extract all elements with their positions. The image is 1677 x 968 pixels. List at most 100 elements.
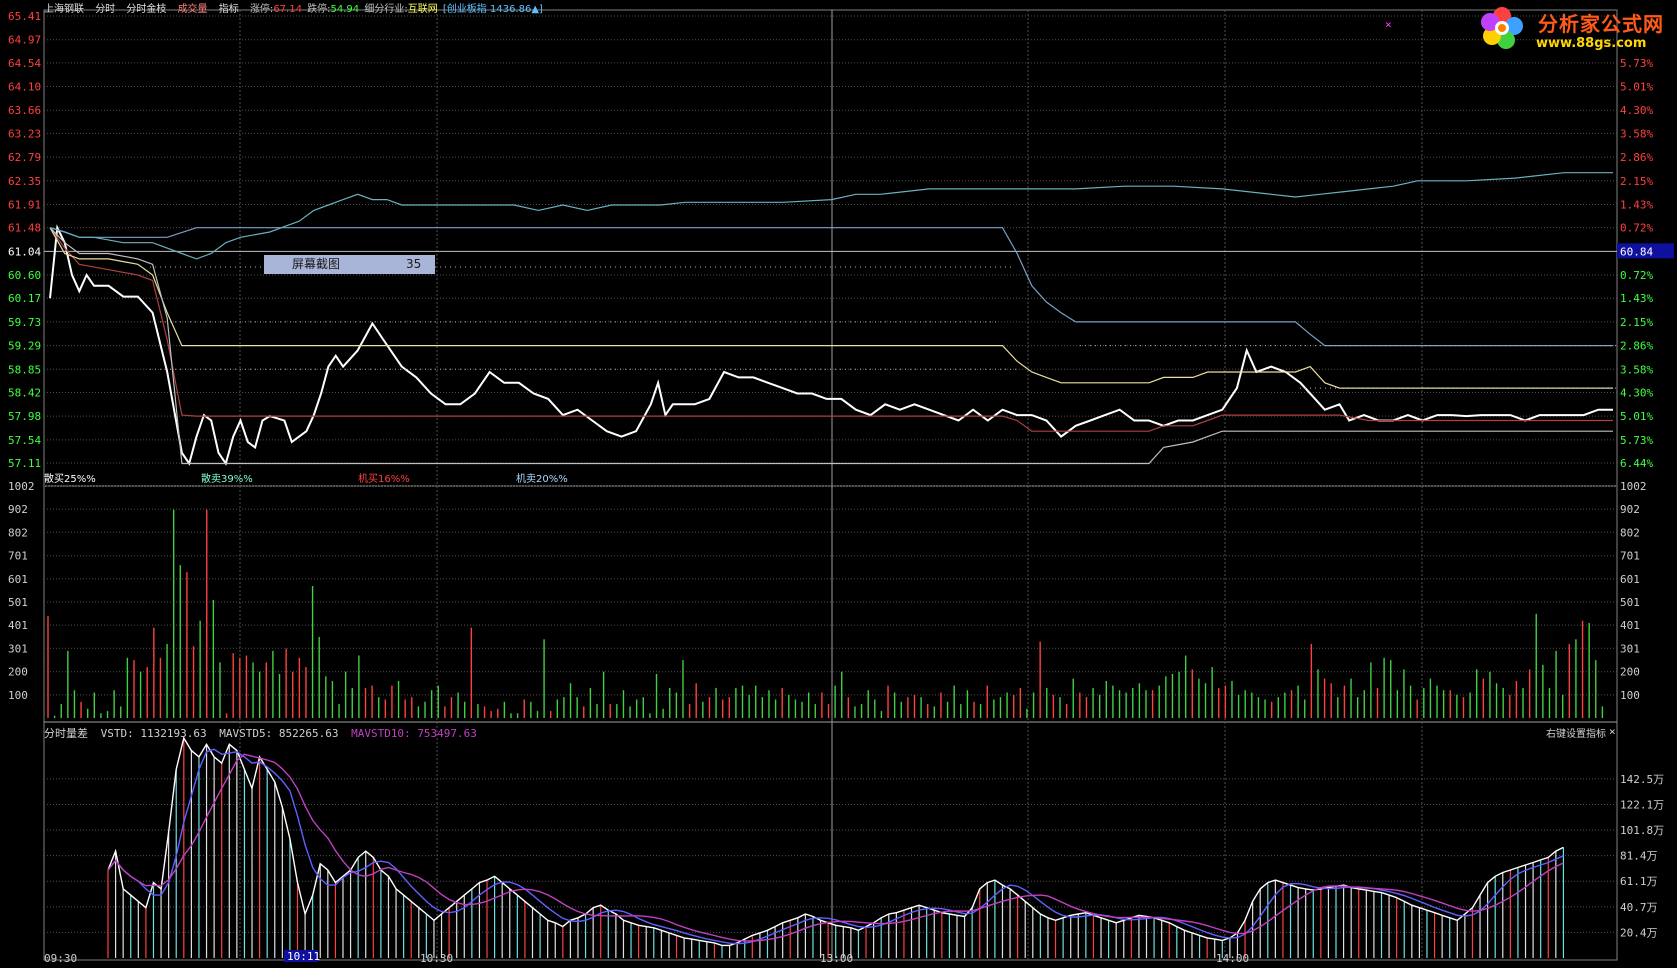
logo-title: 分析家公式网	[1538, 12, 1664, 36]
board-index[interactable]: [创业板指 1436.86▲]	[442, 4, 543, 15]
volume-tick-label: 701	[8, 550, 28, 563]
price-series-line	[49, 224, 1613, 466]
volume-tick-label-right: 802	[1620, 526, 1640, 539]
volume-tick-label: 902	[8, 503, 28, 516]
stock-name[interactable]: 上海钢联	[44, 4, 84, 15]
percent-tick-label: 4.30%	[1620, 104, 1653, 117]
close-icon[interactable]: ×	[1609, 725, 1616, 738]
indicator-mavstd5-value: 852265.63	[278, 727, 339, 740]
price-tick-label: 57.11	[8, 457, 41, 470]
percent-tick-label: 0.72%	[1620, 222, 1653, 235]
industry: 细分行业:互联网	[364, 4, 437, 15]
percent-tick-label: 1.43%	[1620, 198, 1653, 211]
percent-tick-label: 0.72%	[1620, 269, 1653, 282]
volume-tick-label: 401	[8, 619, 28, 632]
legend-retail-buy: 散买25%%	[44, 474, 96, 485]
indicator-mavstd5: MAVSTD5: 852265.63	[219, 727, 339, 740]
time-cursor-box	[284, 950, 318, 962]
percent-tick-label: 6.44%	[1620, 457, 1653, 470]
price-tick-label: 64.97	[8, 34, 41, 47]
percent-tick-label: 5.01%	[1620, 410, 1653, 423]
right-click-tip[interactable]: 右键设置指标	[1546, 729, 1606, 740]
percent-tick-label: 2.86%	[1620, 340, 1653, 353]
marker-icon: ×	[1385, 18, 1392, 31]
price-tick-label: 65.41	[8, 10, 41, 23]
time-cursor-label: 10:11	[287, 950, 320, 963]
indicator-vstd-value: 1132193.63	[140, 727, 207, 740]
percent-tick-label: 4.30%	[1620, 386, 1653, 399]
price-tick-label: 64.54	[8, 57, 41, 70]
percent-tick-label: 1.43%	[1620, 292, 1653, 305]
legend-inst-buy: 机买16%%	[358, 474, 410, 485]
limit-down: 跌停:54.94	[307, 4, 359, 15]
volume-tick-label: 1002	[8, 480, 35, 493]
limit-up-value: 67.14	[273, 4, 302, 15]
indicator-mavstd5-name: MAVSTD5	[219, 727, 266, 740]
volume-tick-label: 100	[8, 689, 28, 702]
price-tick-label: 60.17	[8, 292, 41, 305]
time-tick-label: 13:00	[820, 952, 853, 964]
percent-tick-label: 2.15%	[1620, 175, 1653, 188]
price-series-line	[49, 227, 1613, 432]
price-tick-label: 62.35	[8, 175, 41, 188]
indicator-tick-label: 61.1万	[1620, 875, 1658, 888]
indicator-tick-label: 122.1万	[1620, 799, 1664, 812]
volume-tick-label-right: 301	[1620, 642, 1640, 655]
indicator-tick-label: 20.4万	[1620, 926, 1658, 939]
price-tick-label: 61.48	[8, 222, 41, 235]
time-tick-label: 10:30	[420, 952, 453, 964]
indicator-header[interactable]: 分时量差 VSTD: 1132193.63 MAVSTD5: 852265.63…	[44, 725, 483, 741]
indicator-tick-label: 142.5万	[1620, 773, 1664, 786]
price-tick-label: 62.79	[8, 151, 41, 164]
price-series-line	[49, 227, 1613, 465]
price-series-line	[49, 227, 1613, 389]
price-tick-label: 57.98	[8, 410, 41, 423]
volume-tick-label-right: 601	[1620, 573, 1640, 586]
legend-inst-sell: 机卖20%%	[516, 474, 568, 485]
volume-tick-label: 301	[8, 642, 28, 655]
indicator-vstd-name: VSTD	[100, 727, 128, 740]
price-tick-label: 59.73	[8, 316, 41, 329]
price-tick-label: 58.42	[8, 386, 41, 399]
industry-value[interactable]: 互联网	[407, 4, 438, 15]
volume-tick-label-right: 200	[1620, 666, 1640, 679]
percent-tick-label: 5.73%	[1620, 57, 1653, 70]
price-tick-label: 64.10	[8, 81, 41, 94]
legend-retail-sell: 散卖39%%	[201, 474, 253, 485]
indicator-line	[107, 753, 1564, 942]
indicator-mavstd10-name: MAVSTD10	[351, 727, 405, 740]
volume-tick-label-right: 701	[1620, 550, 1640, 563]
percent-tick-label: 2.15%	[1620, 316, 1653, 329]
screenshot-tooltip[interactable]: 屏幕截图 35	[264, 255, 435, 274]
limit-down-value: 54.94	[330, 4, 360, 15]
indicator-vstd: VSTD: 1132193.63	[100, 727, 207, 740]
industry-label: 细分行业:	[364, 4, 408, 15]
volume-tick-label-right: 100	[1620, 689, 1640, 702]
price-tick-label: 63.23	[8, 127, 41, 140]
header-item-volume[interactable]: 成交量	[177, 4, 208, 15]
header-item-indicator[interactable]: 指标	[218, 4, 239, 15]
time-tick-label: 14:00	[1216, 952, 1249, 964]
price-tick-label: 59.29	[8, 340, 41, 353]
price-series-line	[49, 172, 1613, 260]
screenshot-number: 35	[406, 257, 422, 271]
header-bar: 上海钢联 分时 分时金枝 成交量 指标 涨停:67.14 跌停:54.94 细分…	[44, 0, 551, 15]
volume-tick-label-right: 501	[1620, 596, 1640, 609]
header-item-jinzhi[interactable]: 分时金枝	[126, 4, 167, 15]
time-tick-label: 09:30	[44, 952, 77, 964]
volume-tick-label-right: 1002	[1620, 480, 1647, 493]
indicator-tick-label: 81.4万	[1620, 850, 1658, 863]
price-series-line	[49, 227, 1613, 347]
logo-url[interactable]: www.88gs.com	[1536, 36, 1647, 51]
current-price-tag-label: 60.84	[1620, 245, 1653, 258]
percent-tick-label: 3.58%	[1620, 363, 1653, 376]
volume-tick-label: 601	[8, 573, 28, 586]
screenshot-label: 屏幕截图	[292, 257, 341, 271]
volume-tick-label: 200	[8, 666, 28, 679]
header-item-fenshi[interactable]: 分时	[95, 4, 116, 15]
volume-tick-label: 802	[8, 526, 28, 539]
chart-frame	[43, 9, 1618, 961]
indicator-title: 分时量差	[44, 727, 88, 740]
